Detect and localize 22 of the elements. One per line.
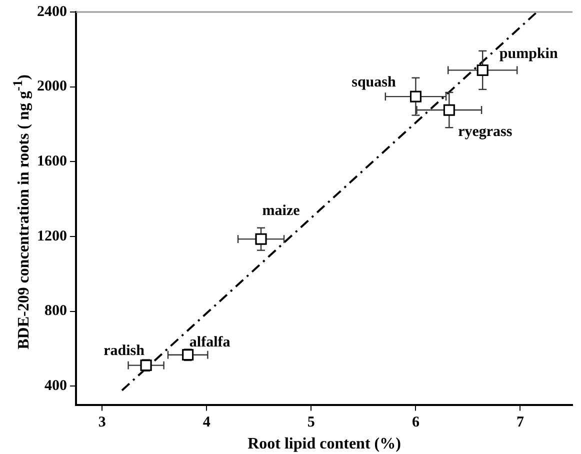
point <box>476 64 488 76</box>
y-tick-label: 800 <box>44 303 67 320</box>
y-tick-label: 2400 <box>37 4 67 20</box>
x-tick-label: 7 <box>516 414 524 431</box>
y-tick-label: 1200 <box>37 228 67 244</box>
point <box>443 104 455 116</box>
y-tick-label: 2000 <box>37 78 67 95</box>
annotation: maize <box>262 202 300 219</box>
x-tick-label: 6 <box>412 414 420 431</box>
point <box>410 90 422 102</box>
annotation: pumpkin <box>499 46 558 62</box>
y-tick-label: 400 <box>44 378 67 394</box>
y-tick-label: 1600 <box>37 154 67 170</box>
x-tick-label: 3 <box>98 414 106 431</box>
annotation: radish <box>104 343 146 360</box>
annotation: alfalfa <box>189 334 231 351</box>
annotation: ryegrass <box>458 124 512 140</box>
x-axis-title: Root lipid content (%) <box>248 436 401 453</box>
x-tick-label: 4 <box>202 414 211 431</box>
point <box>255 233 267 245</box>
x-tick-label: 5 <box>307 414 315 431</box>
annotation: squash <box>352 74 396 90</box>
